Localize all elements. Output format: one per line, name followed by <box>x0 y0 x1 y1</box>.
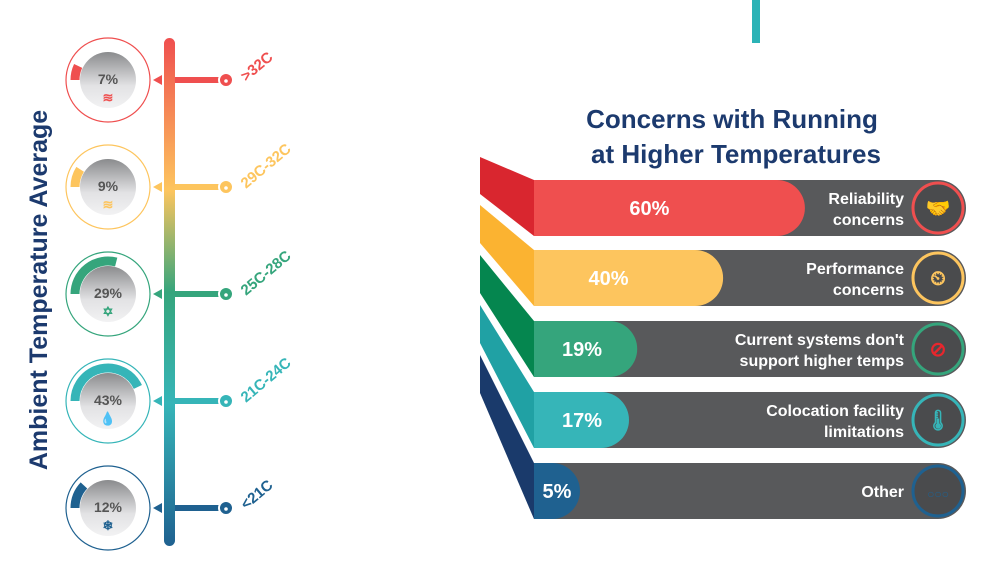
pointer-arrow <box>153 396 162 406</box>
gauge-progress-arc <box>70 256 118 295</box>
bar-fill <box>534 392 630 448</box>
thermometer-bar <box>164 38 175 546</box>
pointer-arrow <box>153 75 162 85</box>
gauge-progress-arc <box>70 166 85 188</box>
right-chart-title-line-2: at Higher Temperatures <box>591 139 881 169</box>
pointer-arrow <box>153 289 162 299</box>
pin-dot <box>224 293 228 297</box>
stem <box>175 77 223 83</box>
pointer-arrow <box>153 503 162 513</box>
bar-fill <box>534 463 580 519</box>
factory-thermometer-icon: 🌡 <box>925 409 950 432</box>
concern-label: Performance <box>806 261 904 278</box>
concern-label: concerns <box>833 212 904 229</box>
left-chart-title: Ambient Temperature Average <box>25 110 53 470</box>
gauge-value-label: 12% <box>94 499 123 515</box>
bar-value-label: 19% <box>562 339 602 361</box>
bar-track <box>534 463 966 519</box>
pin-dot <box>224 507 228 511</box>
handshake-gear-icon: 🤝 <box>926 198 951 220</box>
concern-row-4: 5% Other ○○○ <box>480 355 966 519</box>
gauge-value-label: 43% <box>94 392 123 408</box>
gauge-progress-arc <box>70 482 88 509</box>
water-drop-icon: 💧 <box>100 411 116 426</box>
no-server-icon: ⊘ <box>930 339 947 361</box>
temperature-range-label: 25C-28C <box>238 247 295 299</box>
temperature-range-label: >32C <box>238 49 277 85</box>
temperature-range-label: 29C-32C <box>238 140 295 192</box>
sun-icon: ✡ <box>103 304 114 319</box>
bar-track <box>534 321 966 377</box>
ellipsis-icon: ○○○ <box>927 487 949 501</box>
ribbon-fold <box>480 255 534 377</box>
gauge-center <box>80 480 136 536</box>
gauge-center <box>80 159 136 215</box>
gauge-value-label: 7% <box>98 71 119 87</box>
concern-row-0: 60% Reliability concerns 🤝 <box>480 157 966 236</box>
gauge-progress-arc <box>70 64 83 81</box>
ribbon-fold <box>480 305 534 448</box>
concern-row-3: 17% Colocation facility limitations 🌡 <box>480 305 966 448</box>
gauge-value-label: 29% <box>94 285 123 301</box>
ribbon-fold <box>480 205 534 306</box>
bar-fill <box>534 250 724 306</box>
bar-fill <box>534 180 805 236</box>
temperature-range-label: 21C-24C <box>238 354 295 406</box>
bar-fill <box>534 321 638 377</box>
concern-label: limitations <box>824 424 904 441</box>
stem <box>175 184 223 190</box>
handshake-gear-icon-badge <box>911 181 965 235</box>
accent-line <box>752 0 760 43</box>
bar-track <box>534 392 966 448</box>
pin-dot <box>224 79 228 83</box>
concern-label: support higher temps <box>740 353 905 370</box>
concern-label: Reliability <box>828 191 904 208</box>
stem <box>175 291 223 297</box>
concern-label: Other <box>861 484 904 501</box>
gauge-1: 9% ≋ 29C-32C <box>65 140 295 230</box>
concern-label: concerns <box>833 282 904 299</box>
ribbon-fold <box>480 355 534 519</box>
heat-waves-icon: ≋ <box>103 197 114 212</box>
ribbon-fold <box>480 157 534 236</box>
speedometer-gear-icon-badge <box>911 251 965 305</box>
pointer-arrow <box>153 182 162 192</box>
speedometer-gear-icon: ⏲ <box>930 268 946 290</box>
gauge-value-label: 9% <box>98 178 119 194</box>
concern-row-2: 19% Current systems don't support higher t… <box>480 255 966 377</box>
bar-value-label: 5% <box>543 481 572 503</box>
concern-row-1: 40% Performance concerns ⏲ <box>480 205 966 306</box>
pin-dot <box>224 186 228 190</box>
gauge-center <box>80 266 136 322</box>
stem <box>175 505 223 511</box>
gauge-progress-arc <box>70 363 142 402</box>
concern-label: Colocation facility <box>766 403 904 420</box>
bar-value-label: 17% <box>562 410 602 432</box>
snowflake-icon: ❄ <box>103 518 114 533</box>
gauge-3: 43% 💧 21C-24C <box>65 354 295 444</box>
pin-dot <box>224 400 228 404</box>
bar-value-label: 40% <box>589 268 629 290</box>
heat-waves-icon: ≋ <box>103 90 114 105</box>
gauge-center <box>80 52 136 108</box>
gauge-center <box>80 373 136 429</box>
gauge-4: 12% ❄ <21C <box>65 465 277 551</box>
temperature-range-label: <21C <box>238 477 277 513</box>
gauge-2: 29% ✡ 25C-28C <box>65 247 295 337</box>
right-chart-title-line-1: Concerns with Running <box>586 104 878 134</box>
stem <box>175 398 223 404</box>
ellipsis-icon-badge <box>911 464 965 518</box>
concern-label: Current systems don't <box>735 332 905 349</box>
no-server-icon-badge <box>911 322 965 376</box>
bar-value-label: 60% <box>629 198 669 220</box>
factory-thermometer-icon-badge <box>911 393 965 447</box>
